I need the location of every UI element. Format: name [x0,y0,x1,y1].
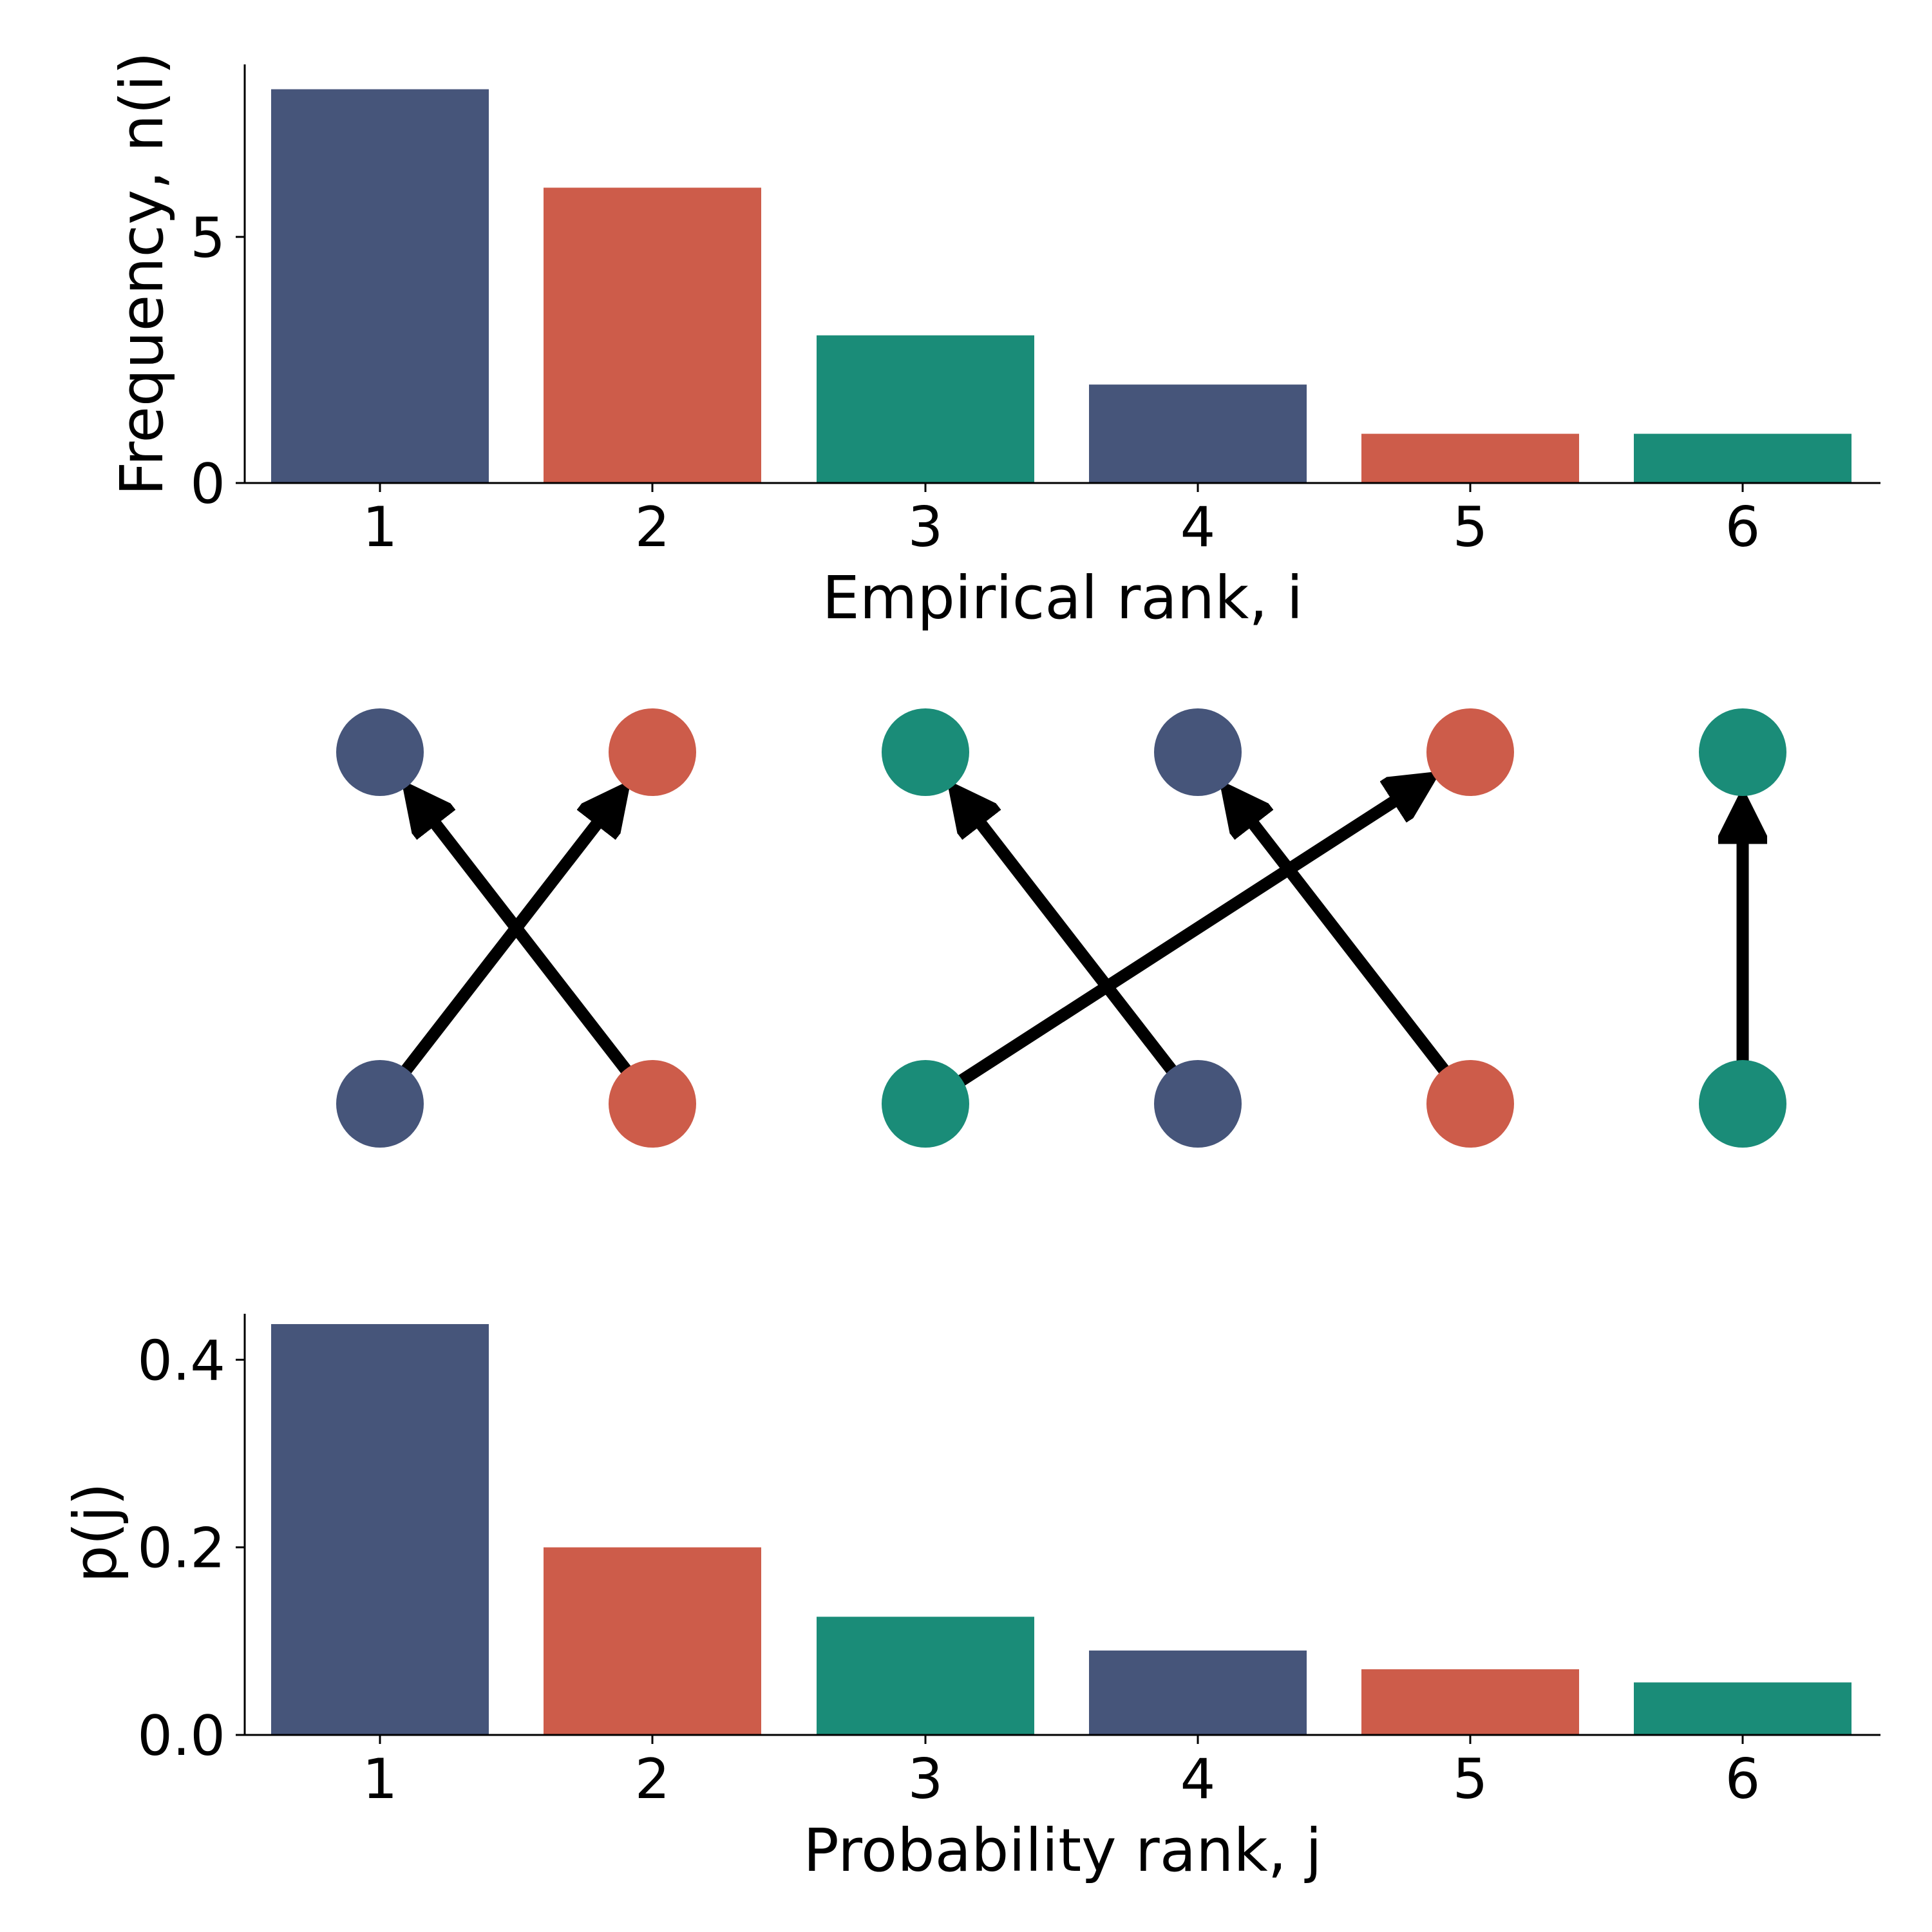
x-tick-label: 3 [908,1747,943,1812]
x-tick-label: 6 [1725,495,1761,560]
bottom-y-axis-label: p(j) [61,1482,130,1583]
top-node [336,708,424,796]
mapping-arrow [1229,792,1455,1082]
y-tick-label: 0 [190,452,225,516]
probability-bar-chart: 1 2 3 4 5 6 0.0 0.2 0.4 Probability rank, j p(j… [61,1314,1880,1885]
mapping-arrow [949,779,1428,1091]
x-tick-label: 5 [1453,1747,1488,1812]
mapping-arrow [956,792,1182,1082]
x-tick-label: 2 [635,1747,670,1812]
bar-rank-1 [271,1324,489,1735]
x-tick-label: 3 [908,495,943,560]
top-y-axis-label: Frequency, n(i) [108,52,176,495]
bar-rank-3 [817,335,1034,483]
y-tick-label: 5 [190,206,225,270]
x-tick-label: 1 [363,495,398,560]
bar-rank-2 [544,187,761,483]
bottom-node [1426,1060,1514,1148]
bar-rank-6 [1634,1682,1852,1735]
rank-mapping-diagram [336,708,1786,1148]
bar-rank-2 [544,1547,761,1735]
x-tick-label: 5 [1453,495,1488,560]
x-tick-label: 4 [1180,1747,1216,1812]
bar-rank-4 [1089,1650,1307,1735]
x-tick-label: 2 [635,495,670,560]
x-tick-label: 4 [1180,495,1216,560]
bottom-node [1699,1060,1786,1148]
top-node [882,708,969,796]
top-x-axis-label: Empirical rank, i [822,564,1303,632]
top-node [1699,708,1786,796]
bar-rank-3 [817,1616,1034,1735]
frequency-bar-chart: 1 2 3 4 5 6 0 5 Empirical rank, i Frequency, n… [108,52,1880,632]
bottom-x-axis-label: Probability rank, j [803,1816,1321,1885]
bar-rank-5 [1361,433,1579,483]
bar-rank-4 [1089,384,1307,483]
top-node [609,708,696,796]
bar-rank-5 [1361,1669,1579,1735]
bottom-node [609,1060,696,1148]
mapping-arrow [395,792,621,1082]
bottom-node [882,1060,969,1148]
top-node [1154,708,1242,796]
y-tick-label: 0.0 [137,1704,225,1768]
bottom-node [336,1060,424,1148]
y-tick-label: 0.4 [137,1329,225,1393]
x-tick-label: 6 [1725,1747,1761,1812]
mapping-arrow [411,792,637,1082]
bottom-node [1154,1060,1242,1148]
top-node [1426,708,1514,796]
x-tick-label: 1 [363,1747,398,1812]
bar-rank-6 [1634,433,1852,483]
y-tick-label: 0.2 [137,1517,225,1581]
bar-rank-1 [271,89,489,484]
